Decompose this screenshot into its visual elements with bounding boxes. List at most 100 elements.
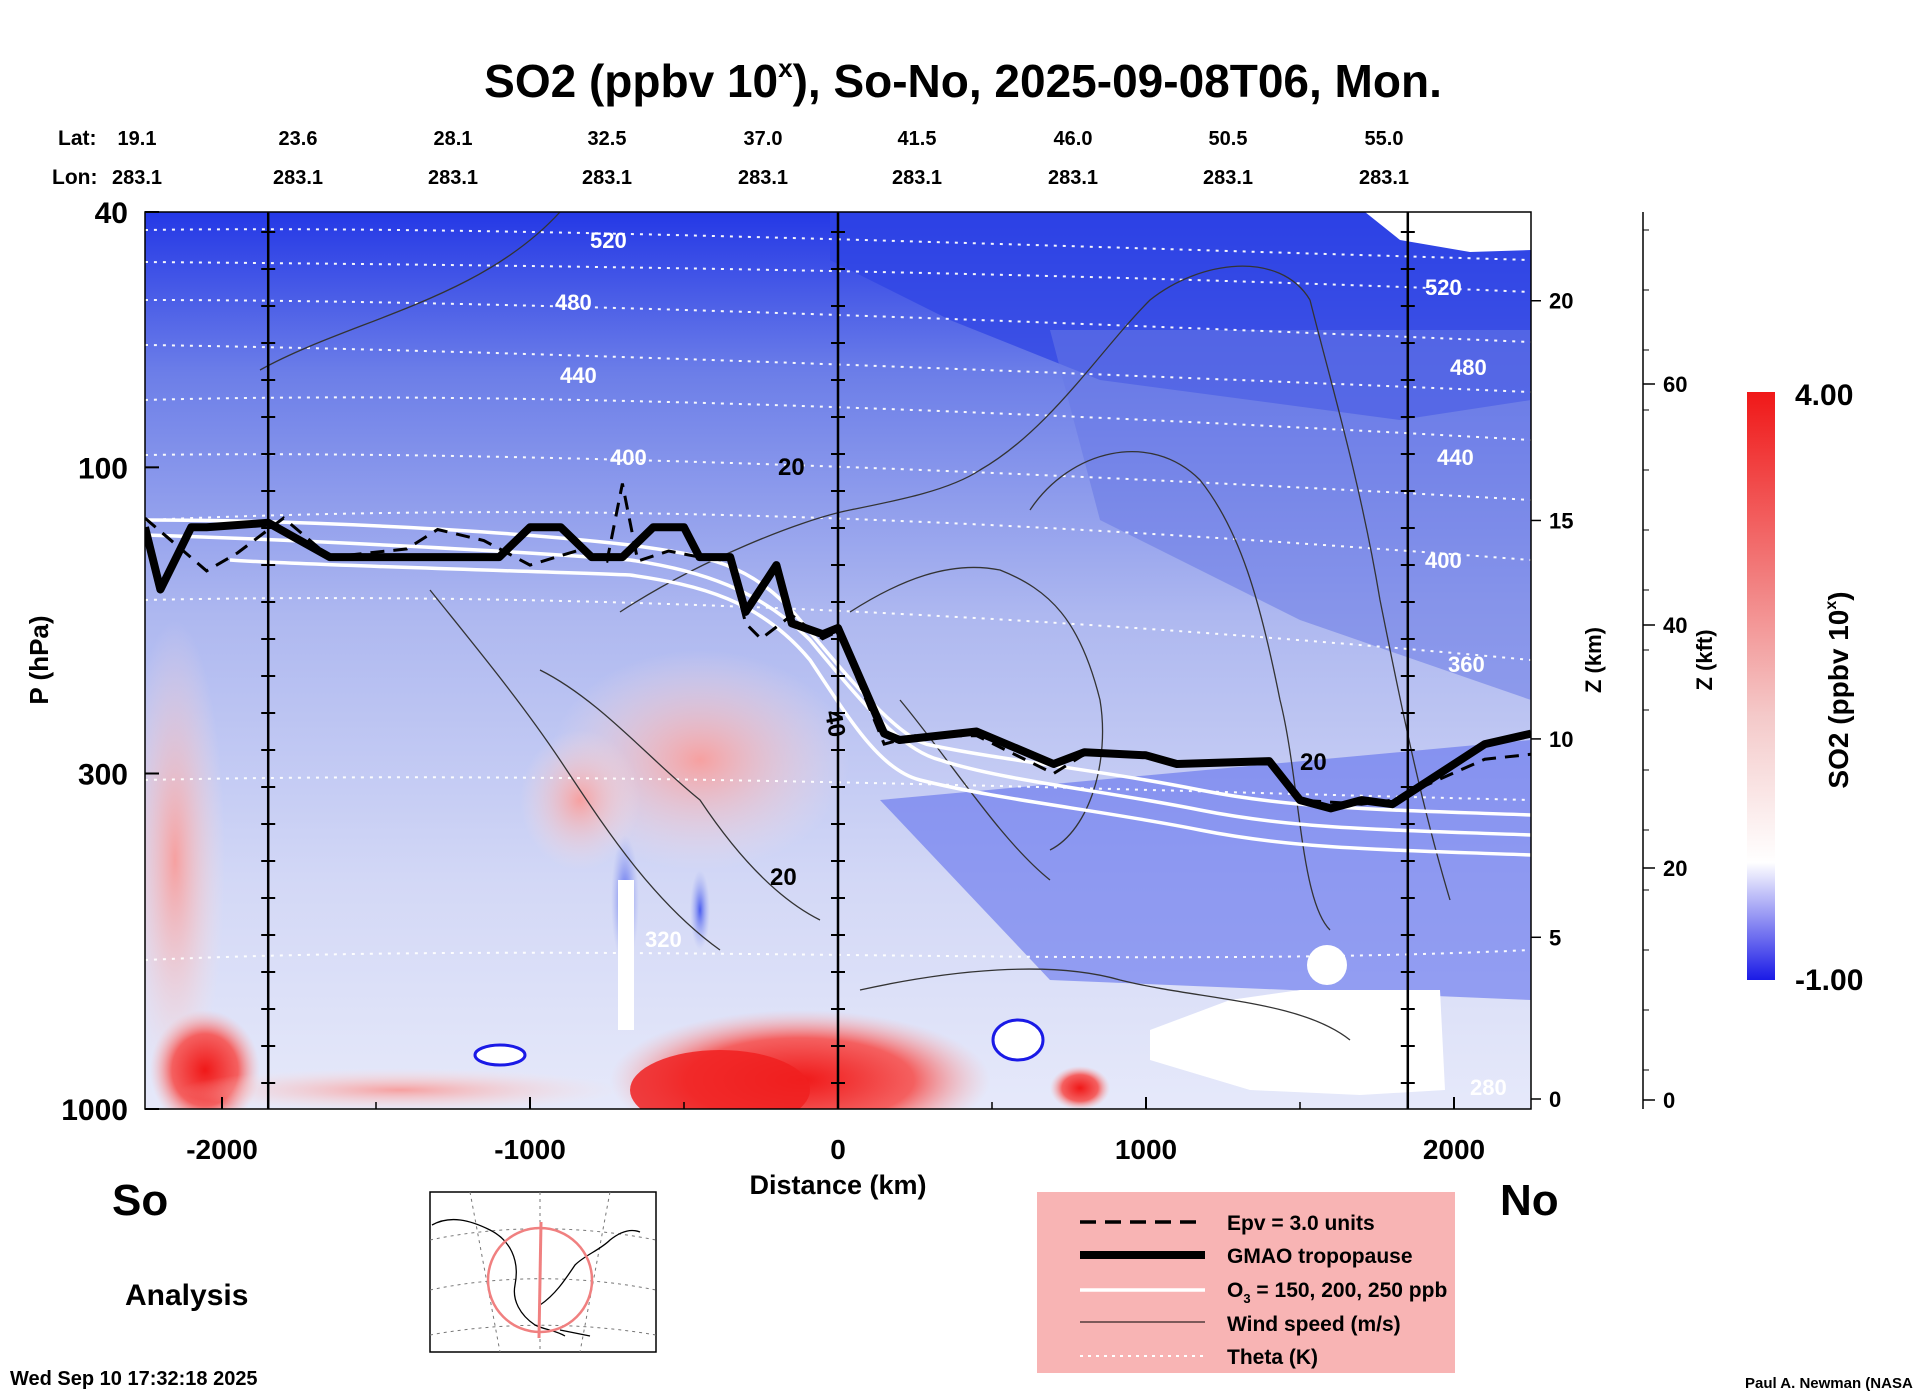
theta-lines — [145, 228, 1531, 961]
z-km-tick-label: 15 — [1549, 508, 1573, 533]
so2-white-top-right — [1365, 212, 1531, 252]
south-label: So — [112, 1176, 168, 1225]
lat-value: 41.5 — [898, 128, 937, 150]
legend-tropopause: GMAO tropopause — [1227, 1245, 1413, 1268]
svg-text:440: 440 — [560, 363, 597, 388]
svg-text:480: 480 — [1450, 355, 1487, 380]
lat-value: 19.1 — [118, 128, 157, 150]
lon-value: 283.1 — [738, 167, 788, 189]
colorbar-gradient — [1747, 392, 1775, 980]
lon-value: 283.1 — [582, 167, 632, 189]
lat-value: 50.5 — [1209, 128, 1248, 150]
legend-theta: Theta (K) — [1227, 1346, 1318, 1369]
lon-value: 283.1 — [428, 167, 478, 189]
z-kft-tick-label: 40 — [1663, 613, 1687, 638]
x-tick-label: 0 — [830, 1134, 846, 1165]
svg-text:20: 20 — [778, 454, 805, 481]
gmao-tropopause-line — [145, 518, 1531, 813]
y-axis-label: P (hPa) — [24, 615, 54, 704]
so2-white-patch — [1307, 945, 1347, 985]
y-tick-label: 300 — [78, 758, 128, 791]
plot-area: 520 480 440 400 520 480 440 400 360 320 280 20 2… — [145, 212, 1531, 1109]
colorbar-label: SO2 (ppbv 10x) — [1823, 591, 1854, 788]
lat-label: Lat: — [58, 127, 97, 150]
so2-pink-surface — [180, 1068, 620, 1109]
lat-value: 55.0 — [1365, 128, 1404, 150]
z-km-tick-label: 10 — [1549, 727, 1573, 752]
svg-text:280: 280 — [1470, 1075, 1507, 1100]
colorbar-min: -1.00 — [1795, 964, 1863, 997]
theta-labels: 520 480 440 400 520 480 440 400 360 320 280 — [555, 228, 1507, 1100]
svg-text:320: 320 — [645, 927, 682, 952]
station-lines — [261, 212, 1415, 1109]
x-tick-label: 1000 — [1115, 1134, 1177, 1165]
z-kft-tick-label: 60 — [1663, 372, 1687, 397]
z-kft-tick-label: 0 — [1663, 1088, 1675, 1113]
svg-text:360: 360 — [1448, 652, 1485, 677]
y-tick-label: 1000 — [61, 1094, 128, 1127]
lat-value: 32.5 — [588, 128, 627, 150]
z-km-tick-label: 5 — [1549, 925, 1561, 950]
svg-text:400: 400 — [610, 445, 647, 470]
lon-value: 283.1 — [892, 167, 942, 189]
lon-value: 283.1 — [1359, 167, 1409, 189]
lat-value: 46.0 — [1054, 128, 1093, 150]
so2-white-patch-center — [991, 1018, 1045, 1062]
so2-white-patch-left — [473, 1043, 527, 1067]
so2-mid-blue — [1050, 330, 1531, 700]
lon-value: 283.1 — [1048, 167, 1098, 189]
lon-label: Lon: — [52, 166, 97, 189]
svg-text:400: 400 — [1425, 548, 1462, 573]
svg-text:440: 440 — [1437, 445, 1474, 470]
y-tick-label: 100 — [78, 452, 128, 485]
legend: Epv = 3.0 units GMAO tropopause O3 = 150… — [1037, 1192, 1455, 1373]
svg-text:520: 520 — [1425, 275, 1462, 300]
lon-value: 283.1 — [1203, 167, 1253, 189]
x-tick-label: -1000 — [494, 1134, 566, 1165]
legend-epv: Epv = 3.0 units — [1227, 1212, 1375, 1235]
so2-white-region — [1150, 990, 1445, 1095]
lon-value: 283.1 — [273, 167, 323, 189]
x-axis-label: Distance (km) — [749, 1170, 926, 1200]
lat-value: 37.0 — [744, 128, 783, 150]
so2-blue-spot — [690, 870, 710, 950]
legend-wind: Wind speed (m/s) — [1227, 1313, 1401, 1336]
so2-white-column — [618, 880, 634, 1030]
lat-lon-header: Lat: Lon: 19.1 283.1 23.6 283.1 28.1 283.1 32.… — [52, 127, 1409, 189]
z-kft-tick-label: 20 — [1663, 856, 1687, 881]
y-tick-label: 40 — [95, 197, 128, 230]
so2-pink-mid2 — [520, 730, 640, 870]
z-km-tick-label: 20 — [1549, 289, 1573, 314]
chart-title: SO2 (ppbv 10x), So-No, 2025-09-08T06, Mo… — [484, 53, 1442, 107]
svg-text:20: 20 — [1300, 749, 1327, 776]
z-km-tick-label: 0 — [1549, 1087, 1561, 1112]
z-kft-label: Z (kft) — [1692, 629, 1717, 690]
svg-text:480: 480 — [555, 290, 592, 315]
legend-o3: O3 = 150, 200, 250 ppb — [1227, 1279, 1447, 1306]
timestamp: Wed Sep 10 17:32:18 2025 — [10, 1368, 258, 1390]
inset-map — [429, 1191, 657, 1353]
x-tick-label: 2000 — [1423, 1134, 1485, 1165]
x-axis: -2000 -1000 0 1000 2000 — [186, 1097, 1485, 1165]
analysis-label: Analysis — [125, 1279, 248, 1312]
inset-section-line — [537, 1221, 543, 1339]
svg-text:520: 520 — [590, 228, 627, 253]
lon-value: 283.1 — [112, 167, 162, 189]
wind-speed-contours — [259, 212, 1451, 1041]
lat-value: 28.1 — [434, 128, 473, 150]
so2-high-left — [150, 1010, 260, 1109]
so2-pink-left — [145, 620, 225, 1100]
y-axis-z-km: 20 15 10 5 0 — [1531, 289, 1573, 1112]
so2-high-center2 — [630, 1050, 810, 1109]
y-axis-z-kft: 60 40 20 0 — [1642, 212, 1687, 1113]
x-tick-label: -2000 — [186, 1134, 258, 1165]
coastline — [431, 1218, 641, 1337]
credit: Paul A. Newman (NASA — [1745, 1375, 1913, 1392]
epv-3-line — [145, 483, 1531, 806]
so2-high-right — [1050, 1066, 1110, 1109]
z-km-label: Z (km) — [1581, 627, 1606, 693]
svg-text:20: 20 — [770, 864, 797, 891]
colorbar-max: 4.00 — [1795, 379, 1853, 412]
